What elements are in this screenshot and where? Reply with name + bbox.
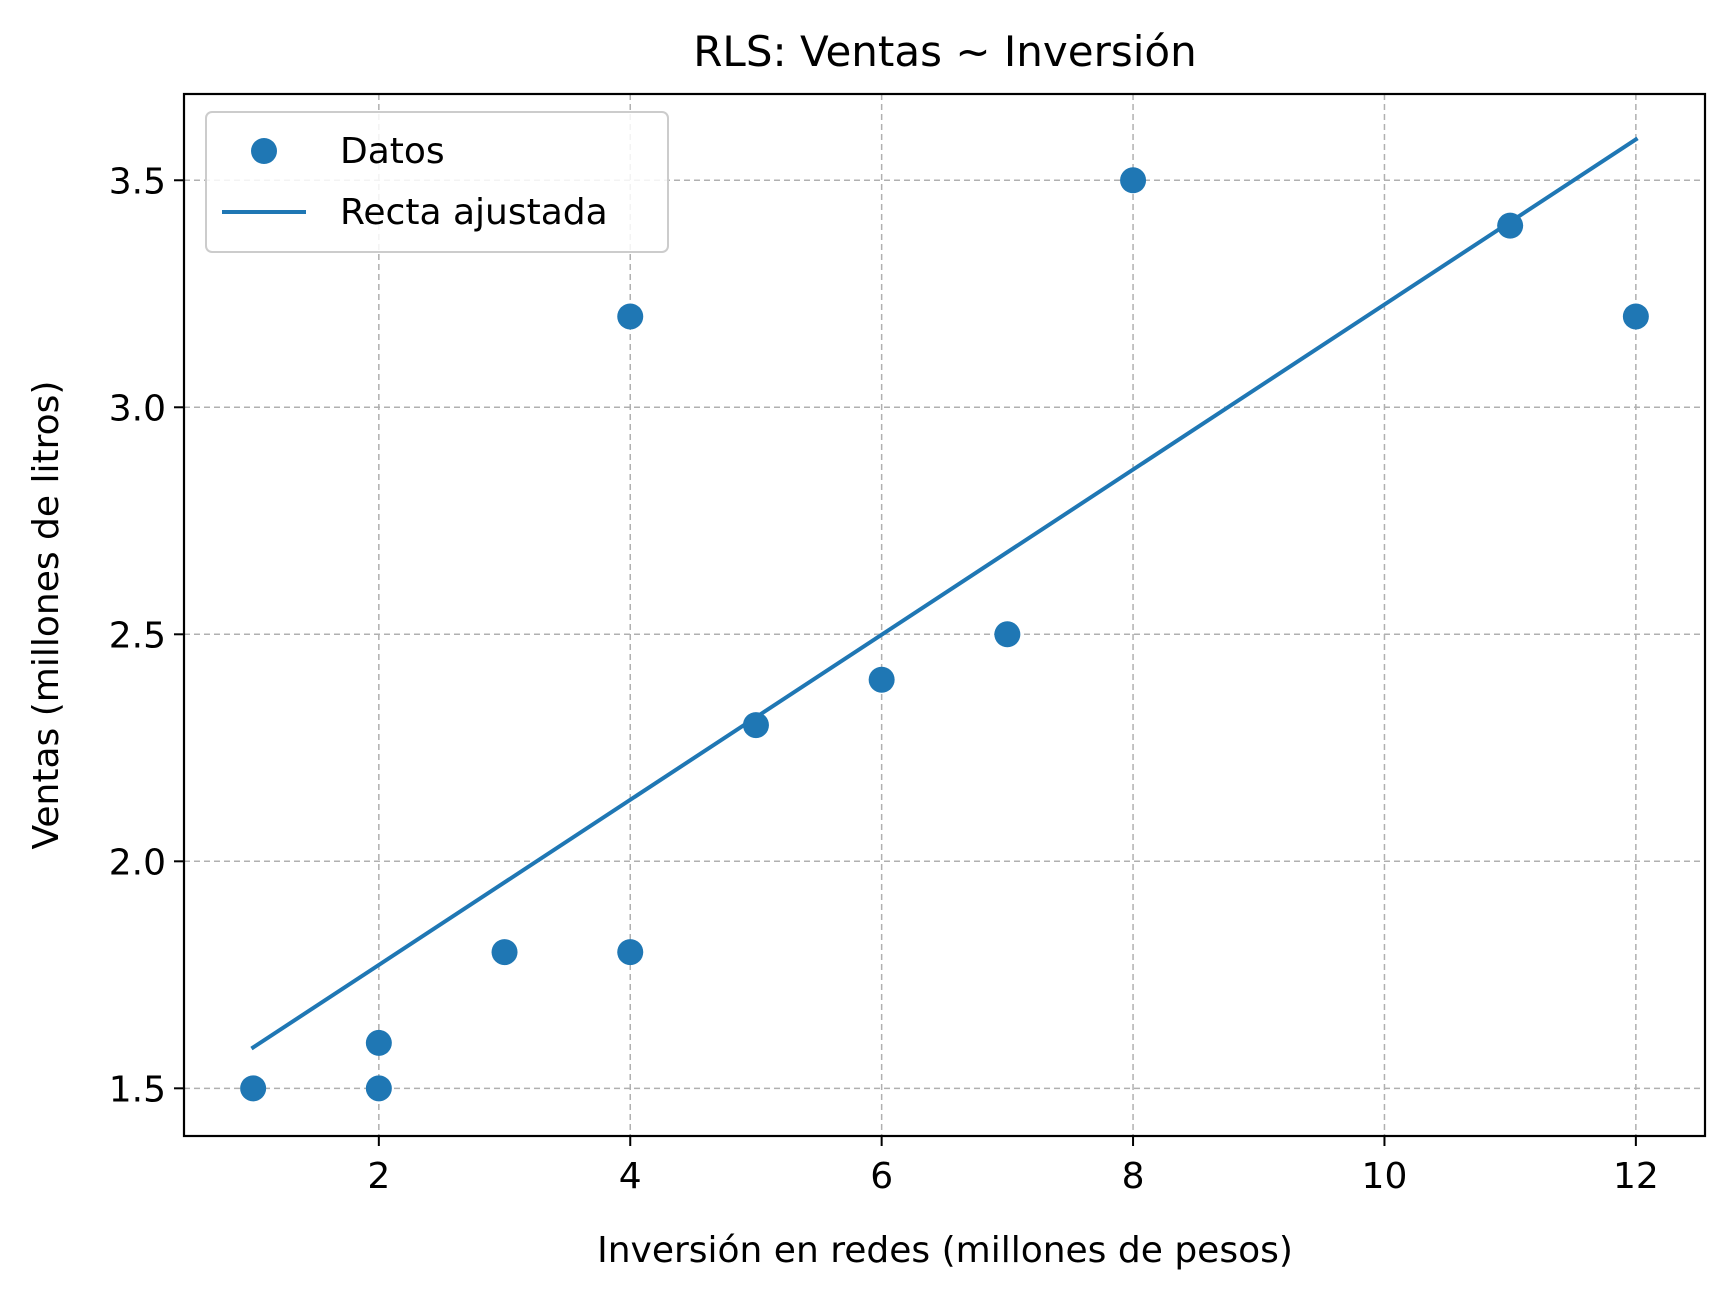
y-tick-label: 3.5 — [109, 161, 166, 202]
y-tick-label: 2.5 — [109, 615, 166, 656]
data-point — [868, 666, 895, 693]
fitted-line — [250, 136, 1639, 1051]
x-tick-label: 2 — [367, 1156, 390, 1197]
x-tick-label: 12 — [1613, 1156, 1659, 1197]
data-point — [1622, 303, 1649, 330]
x-tick-label: 8 — [1122, 1156, 1145, 1197]
x-tick-label: 4 — [619, 1156, 642, 1197]
legend-box — [205, 111, 669, 253]
plot-frame — [182, 92, 1707, 1138]
x-tick-label: 6 — [870, 1156, 893, 1197]
data-point — [617, 303, 644, 330]
x-axis: 2 4 6 8 10 12 — [367, 1136, 1659, 1197]
data-point — [365, 1075, 392, 1102]
x-axis-label: Inversión en redes (millones de pesos) — [597, 1230, 1293, 1271]
legend-label-recta: Recta ajustada — [340, 192, 608, 233]
data-point — [742, 712, 769, 739]
legend: Datos Recta ajustada — [205, 111, 669, 253]
data-point — [1120, 167, 1147, 194]
x-tick-label: 10 — [1362, 1156, 1408, 1197]
y-axis-label: Ventas (millones de litros) — [26, 381, 67, 850]
data-point — [994, 621, 1021, 648]
chart-title: RLS: Ventas ~ Inversión — [693, 27, 1197, 76]
fitted-line-layer — [250, 136, 1639, 1051]
data-point — [491, 939, 518, 966]
data-point — [240, 1075, 267, 1102]
y-axis: 1.5 2.0 2.5 3.0 3.5 — [109, 161, 184, 1110]
data-point — [365, 1029, 392, 1056]
legend-label-datos: Datos — [340, 131, 445, 172]
data-point — [617, 939, 644, 966]
scatter-points-layer — [240, 167, 1649, 1102]
legend-marker-datos — [251, 138, 277, 164]
y-tick-label: 1.5 — [109, 1069, 166, 1110]
y-tick-label: 2.0 — [109, 842, 166, 883]
y-tick-label: 3.0 — [109, 388, 166, 429]
data-point — [1497, 212, 1524, 239]
